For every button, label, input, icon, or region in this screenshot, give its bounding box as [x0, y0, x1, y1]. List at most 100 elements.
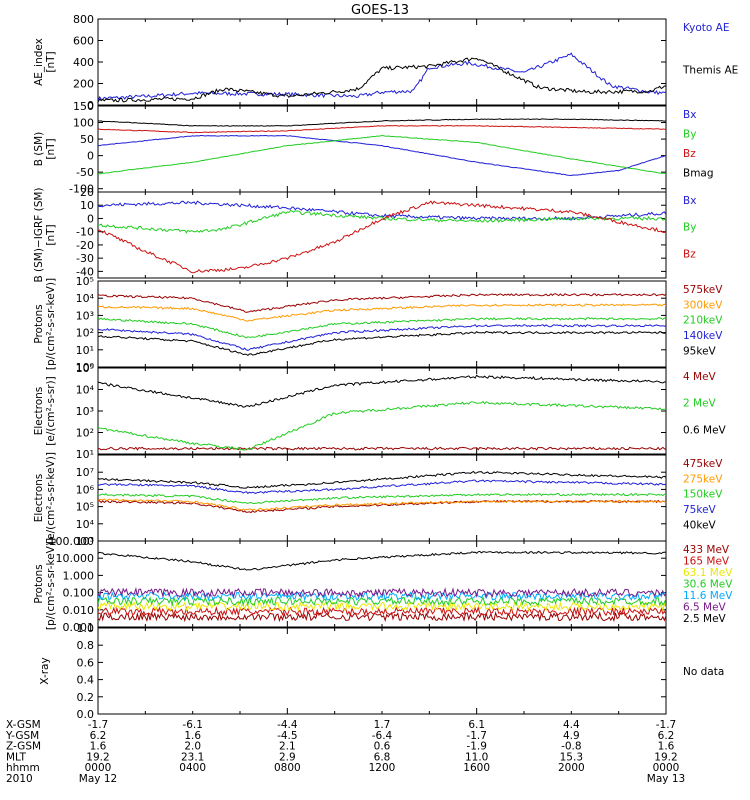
legend-entry: 2.5 MeV — [683, 613, 727, 625]
y-tick-label: 10¹ — [76, 344, 94, 357]
axis-table-value: 2000 — [558, 762, 585, 774]
y-tick-label: 50 — [80, 133, 94, 146]
y-tick-label: 600 — [73, 35, 94, 48]
y-tick-label: 10³ — [76, 405, 94, 418]
legend-entry: 30.6 MeV — [683, 579, 733, 591]
axis-table-value: 6.2 — [90, 730, 107, 742]
panel-frame — [97, 367, 667, 455]
legend-entry: 95keV — [683, 345, 717, 357]
y-axis-label: [p/(cm²-s-sr-keV)] — [45, 278, 57, 370]
y-tick-label: 0 — [87, 212, 94, 225]
y-tick-label: -20 — [76, 239, 94, 252]
y-tick-label: 0.6 — [77, 656, 95, 669]
y-tick-label: 10⁵ — [76, 275, 94, 288]
plot-title: GOES-13 — [351, 3, 409, 18]
y-tick-label: 10³ — [76, 535, 94, 548]
axis-table-value: 6.2 — [658, 730, 675, 742]
series-line-6.5-mev — [98, 586, 666, 599]
y-tick-label: 0 — [87, 150, 94, 163]
y-tick-label: 10⁰ — [76, 361, 95, 374]
axis-table-value: 19.2 — [86, 751, 109, 763]
y-tick-label: 1.000 — [63, 569, 95, 582]
panel-4: 10⁰ 10¹ 10² 10³ 10⁴ 10⁵ Protons [p/(cm²-s-sr-ke… — [33, 275, 723, 374]
y-axis-label: Protons — [33, 304, 45, 343]
legend-entry: 433 MeV — [683, 544, 730, 556]
axis-table-value: 0000 — [85, 762, 112, 774]
y-tick-label: 0.010 — [63, 604, 95, 617]
series-line-by — [98, 134, 666, 175]
y-tick-label: -100 — [69, 183, 94, 196]
y-tick-label: 10² — [76, 327, 94, 340]
legend-entry: Bz — [683, 148, 696, 160]
y-tick-label: 0.001 — [63, 621, 95, 634]
y-tick-label: 10⁷ — [76, 466, 94, 479]
legend-entry: Themis AE — [682, 64, 738, 76]
legend-entry: 475keV — [683, 458, 723, 470]
panel-frame — [97, 191, 667, 279]
legend-entry: 210keV — [683, 315, 723, 327]
y-tick-label: -40 — [76, 265, 94, 278]
y-axis-label: Protons — [33, 564, 45, 603]
y-tick-label: 0 — [87, 99, 94, 112]
y-tick-label: 0.2 — [77, 691, 95, 704]
y-axis-label: AE_index — [33, 38, 45, 86]
y-tick-label: -10 — [76, 226, 94, 239]
series-line-165-mev — [98, 605, 666, 617]
axis-table-value: 2.1 — [279, 741, 296, 753]
y-axis-label: [e/(cm²-s-sr-keV)] — [45, 452, 57, 544]
panel-frame — [97, 627, 667, 715]
axis-table-value: 2.9 — [279, 751, 296, 763]
series-line-0.6-mev — [98, 374, 666, 408]
legend-entry: 6.5 MeV — [683, 602, 727, 614]
axis-table-value: 15.3 — [560, 751, 583, 763]
y-axis-label: [p/(cm²-s-sr-keV)] — [45, 538, 57, 630]
legend-entry: 275keV — [683, 473, 723, 485]
legend-entry: Bx — [683, 109, 696, 121]
series-line-140kev — [98, 324, 666, 351]
legend-entry: 63.1 MeV — [683, 567, 733, 579]
axis-table-value: -6.1 — [182, 719, 203, 731]
y-tick-label: 10.000 — [56, 552, 95, 565]
axis-table-value: -1.7 — [466, 730, 487, 742]
y-axis-label: Electrons — [33, 387, 45, 436]
series-line-2.5-mev — [98, 550, 666, 571]
y-tick-label: 150 — [73, 100, 94, 113]
series-line-bx — [98, 200, 666, 221]
axis-table-value: -1.7 — [656, 719, 677, 731]
no-data-note: No data — [683, 666, 724, 678]
axis-table-value: 1.6 — [658, 741, 675, 753]
axis-table-value: 6.8 — [374, 751, 391, 763]
y-tick-label: -50 — [76, 166, 94, 179]
axis-table-value: 0400 — [179, 762, 206, 774]
legend-entry: 575keV — [683, 284, 723, 296]
axis-table-value: 1600 — [463, 762, 490, 774]
axis-table-value: -1.9 — [466, 741, 487, 753]
y-tick-label: 0.100 — [63, 587, 95, 600]
axis-table-value: 1200 — [369, 762, 396, 774]
y-tick-label: 10² — [76, 427, 94, 440]
legend-entry: 165 MeV — [683, 556, 730, 568]
y-tick-label: 100 — [73, 117, 94, 130]
legend-entry: 140keV — [683, 330, 723, 342]
y-tick-label: 10⁵ — [76, 362, 94, 375]
legend-entry: Kyoto AE — [683, 22, 729, 34]
axis-table-value: 19.2 — [654, 751, 677, 763]
series-line-95kev — [98, 330, 666, 357]
series-line-themis-ae — [98, 57, 666, 103]
axis-table-value: 0.6 — [374, 741, 391, 753]
y-tick-label: -30 — [76, 252, 94, 265]
legend-entry: 11.6 MeV — [683, 590, 733, 602]
axis-table-label: hhmm — [6, 762, 40, 774]
axis-table-label: Z-GSM — [6, 741, 41, 753]
y-tick-label: 10⁶ — [76, 483, 95, 496]
series-line-150kev — [98, 492, 666, 505]
axis-table-value: 1.6 — [90, 741, 107, 753]
panel-1: 800 600 400 200 0 AE_index [nT] Kyoto AE Themis … — [33, 13, 738, 112]
axis-table-value: 2.0 — [184, 741, 201, 753]
y-tick-label: 200 — [73, 78, 94, 91]
axis-table-value: -1.7 — [88, 719, 109, 731]
panel-7: 0.001 0.010 0.100 1.000 10.000 100.000 Protons… — [33, 535, 733, 634]
series-line-575kev — [98, 293, 666, 313]
legend-entry: Bx — [683, 195, 696, 207]
